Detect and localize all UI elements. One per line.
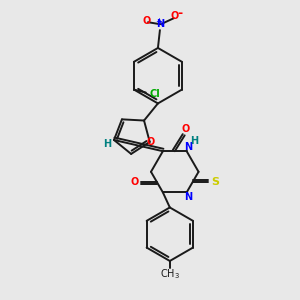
Text: H: H	[190, 136, 199, 146]
Text: N: N	[184, 192, 193, 202]
Text: Cl: Cl	[150, 88, 160, 98]
Text: O: O	[143, 16, 151, 26]
Text: O: O	[147, 137, 155, 147]
Text: +: +	[155, 17, 162, 26]
Text: S: S	[212, 177, 219, 187]
Text: O: O	[130, 177, 138, 187]
Text: H: H	[103, 139, 111, 149]
Text: O: O	[182, 124, 190, 134]
Text: N: N	[156, 19, 164, 29]
Text: O: O	[171, 11, 179, 21]
Text: CH$_3$: CH$_3$	[160, 267, 180, 281]
Text: N: N	[184, 142, 193, 152]
Text: -: -	[177, 7, 182, 20]
